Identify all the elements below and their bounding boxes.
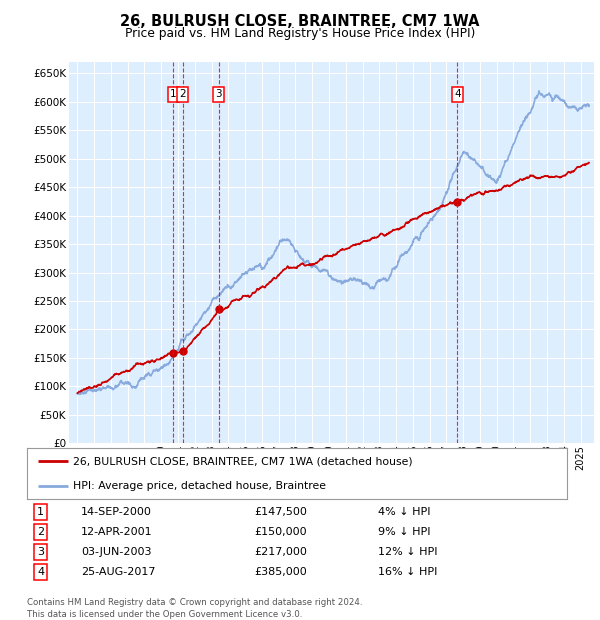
- Text: 3: 3: [215, 89, 222, 99]
- Text: £385,000: £385,000: [254, 567, 307, 577]
- Text: 4: 4: [37, 567, 44, 577]
- Text: Contains HM Land Registry data © Crown copyright and database right 2024.
This d: Contains HM Land Registry data © Crown c…: [27, 598, 362, 619]
- Text: 3: 3: [37, 547, 44, 557]
- Text: Price paid vs. HM Land Registry's House Price Index (HPI): Price paid vs. HM Land Registry's House …: [125, 27, 475, 40]
- Text: £147,500: £147,500: [254, 507, 307, 517]
- Text: 26, BULRUSH CLOSE, BRAINTREE, CM7 1WA: 26, BULRUSH CLOSE, BRAINTREE, CM7 1WA: [120, 14, 480, 29]
- Text: £217,000: £217,000: [254, 547, 307, 557]
- Text: 26, BULRUSH CLOSE, BRAINTREE, CM7 1WA (detached house): 26, BULRUSH CLOSE, BRAINTREE, CM7 1WA (d…: [73, 456, 413, 466]
- Text: 03-JUN-2003: 03-JUN-2003: [81, 547, 151, 557]
- Text: £150,000: £150,000: [254, 527, 307, 537]
- Text: 1: 1: [170, 89, 176, 99]
- Text: 16% ↓ HPI: 16% ↓ HPI: [378, 567, 437, 577]
- Text: 4: 4: [454, 89, 461, 99]
- Text: 12% ↓ HPI: 12% ↓ HPI: [378, 547, 437, 557]
- Text: 9% ↓ HPI: 9% ↓ HPI: [378, 527, 431, 537]
- Text: 2: 2: [37, 527, 44, 537]
- Text: 25-AUG-2017: 25-AUG-2017: [81, 567, 155, 577]
- Text: 4% ↓ HPI: 4% ↓ HPI: [378, 507, 431, 517]
- Text: 14-SEP-2000: 14-SEP-2000: [81, 507, 152, 517]
- Text: 1: 1: [37, 507, 44, 517]
- Text: HPI: Average price, detached house, Braintree: HPI: Average price, detached house, Brai…: [73, 481, 326, 491]
- Text: 12-APR-2001: 12-APR-2001: [81, 527, 152, 537]
- Text: 2: 2: [179, 89, 186, 99]
